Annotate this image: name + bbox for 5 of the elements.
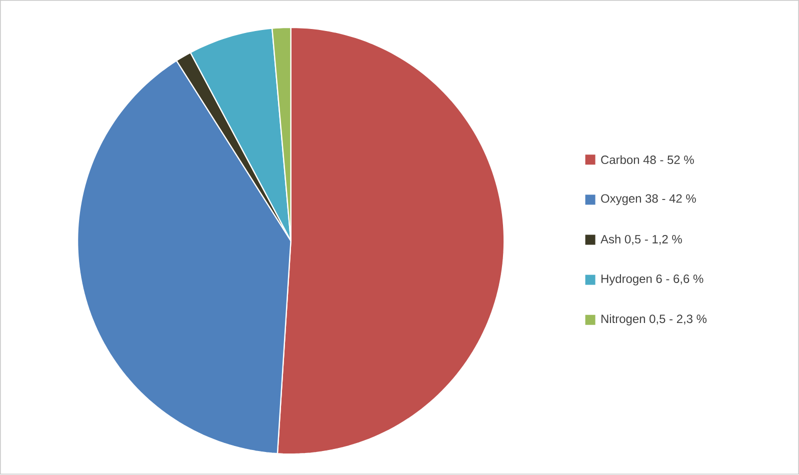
legend-label: Carbon 48 - 52 % xyxy=(601,155,694,164)
legend-label: Nitrogen 0,5 - 2,3 % xyxy=(601,314,707,326)
legend-label: Oxygen 38 - 42 % xyxy=(601,194,696,206)
legend-label: Ash 0,5 - 1,2 % xyxy=(600,234,682,246)
legend-label: Hydrogen 6 - 6,6 % xyxy=(601,274,704,286)
